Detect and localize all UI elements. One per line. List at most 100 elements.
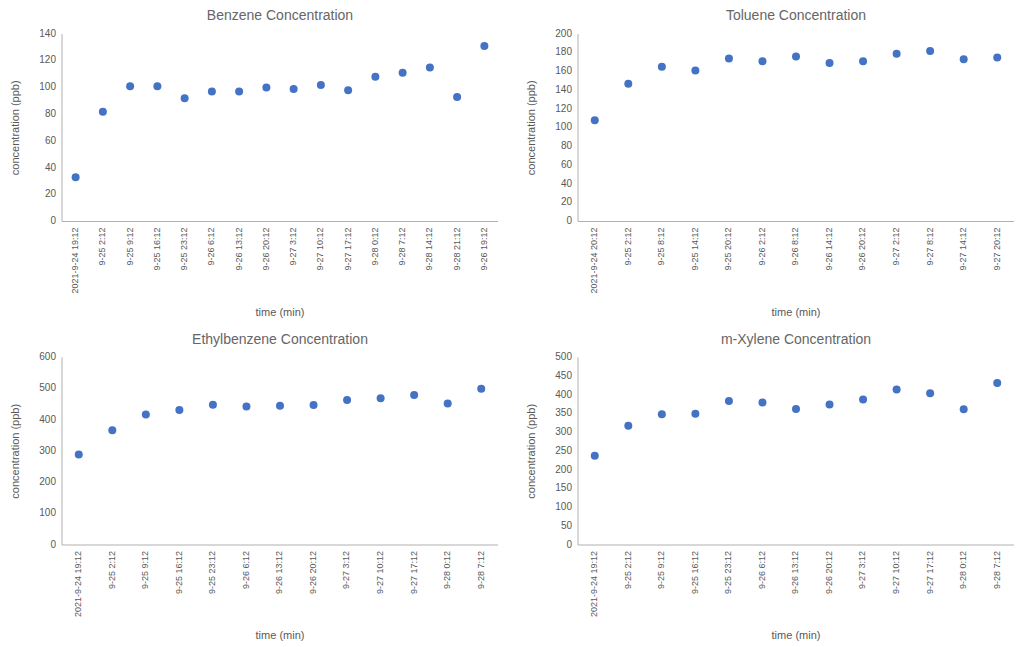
y-tick-label: 140 bbox=[555, 84, 572, 95]
data-point bbox=[276, 402, 284, 410]
y-tick-label: 50 bbox=[561, 520, 573, 531]
data-point bbox=[993, 53, 1001, 61]
y-tick-label: 80 bbox=[561, 140, 573, 151]
x-axis-line bbox=[578, 545, 1014, 546]
x-tick-label: 9-28 0:12 bbox=[370, 228, 380, 266]
x-tick-label: 9-25 23:12 bbox=[723, 551, 733, 594]
x-axis-line bbox=[62, 221, 498, 222]
chart-title: m-Xylene Concentration bbox=[721, 331, 871, 347]
x-axis-label: time (min) bbox=[256, 306, 305, 318]
points bbox=[591, 379, 1001, 460]
x-tick-label: 9-27 17:12 bbox=[925, 551, 935, 594]
data-point bbox=[399, 69, 407, 77]
x-tick-label: 9-27 14:12 bbox=[958, 228, 968, 271]
data-point bbox=[310, 401, 318, 409]
x-tick-label: 9-26 2:12 bbox=[757, 228, 767, 266]
x-tick-label: 9-25 2:12 bbox=[623, 551, 633, 589]
x-tick-label: 9-26 6:12 bbox=[241, 551, 251, 589]
x-tick-label: 9-25 9:12 bbox=[140, 551, 150, 589]
y-tick-label: 160 bbox=[555, 65, 572, 76]
data-point bbox=[175, 406, 183, 414]
x-tick-label: 2021-9-24 19:12 bbox=[73, 551, 83, 617]
y-tick-label: 300 bbox=[39, 445, 56, 456]
y-tick-label: 20 bbox=[45, 188, 57, 199]
y-tick-label: 20 bbox=[561, 196, 573, 207]
data-point bbox=[208, 88, 216, 96]
x-tick-label: 9-26 20:12 bbox=[308, 551, 318, 594]
data-point bbox=[453, 93, 461, 101]
data-point bbox=[317, 81, 325, 89]
y-tick-label: 60 bbox=[45, 135, 57, 146]
y-tick-label: 450 bbox=[555, 370, 572, 381]
data-point bbox=[153, 82, 161, 90]
data-point bbox=[99, 108, 107, 116]
x-tick-label: 9-25 16:12 bbox=[174, 551, 184, 594]
y-tick-label: 140 bbox=[39, 28, 56, 39]
x-tick-label: 9-26 13:12 bbox=[274, 551, 284, 594]
data-point bbox=[181, 94, 189, 102]
data-point bbox=[725, 397, 733, 405]
x-axis-label: time (min) bbox=[256, 629, 305, 641]
x-tick-label: 9-25 2:12 bbox=[623, 228, 633, 266]
x-tick-label: 9-25 14:12 bbox=[690, 228, 700, 271]
data-point bbox=[209, 401, 217, 409]
x-tick-label: 9-27 3:12 bbox=[341, 551, 351, 589]
y-tick-label: 350 bbox=[555, 407, 572, 418]
data-point bbox=[893, 50, 901, 58]
data-point bbox=[444, 399, 452, 407]
data-point bbox=[426, 63, 434, 71]
y-tick-label: 40 bbox=[561, 178, 573, 189]
x-tick-label: 9-26 13:12 bbox=[234, 228, 244, 271]
x-tick-label: 9-27 8:12 bbox=[925, 228, 935, 266]
data-point bbox=[371, 73, 379, 81]
x-tick-label: 9-25 9:12 bbox=[656, 551, 666, 589]
chart-title: Benzene Concentration bbox=[207, 7, 353, 23]
x-tick-label: 9-28 7:12 bbox=[397, 228, 407, 266]
data-point bbox=[377, 394, 385, 402]
x-tick-label: 9-26 20:12 bbox=[857, 228, 867, 271]
y-tick-label: 500 bbox=[555, 351, 572, 362]
data-point bbox=[960, 55, 968, 63]
chart-title: Ethylbenzene Concentration bbox=[192, 331, 368, 347]
y-tick-label: 120 bbox=[39, 54, 56, 65]
y-axis-label: concentration (ppb) bbox=[525, 404, 537, 499]
chart-canvas: Benzene Concentration0204060801001201402… bbox=[0, 0, 1032, 647]
data-point bbox=[75, 450, 83, 458]
x-tick-label: 9-25 20:12 bbox=[723, 228, 733, 271]
y-axis-label: concentration (ppb) bbox=[525, 80, 537, 175]
data-point bbox=[624, 422, 632, 430]
data-point bbox=[658, 410, 666, 418]
data-point bbox=[993, 379, 1001, 387]
points bbox=[72, 42, 489, 181]
panel: Ethylbenzene Concentration01002003004005… bbox=[9, 331, 498, 642]
y-tick-label: 250 bbox=[555, 445, 572, 456]
data-point bbox=[960, 405, 968, 413]
y-tick-label: 100 bbox=[39, 507, 56, 518]
x-tick-label: 9-27 17:12 bbox=[409, 551, 419, 594]
data-point bbox=[926, 47, 934, 55]
y-tick-label: 120 bbox=[555, 103, 572, 114]
x-tick-label: 9-27 10:12 bbox=[891, 551, 901, 594]
y-tick-label: 200 bbox=[39, 476, 56, 487]
data-point bbox=[72, 173, 80, 181]
x-tick-label: 9-26 13:12 bbox=[790, 551, 800, 594]
x-tick-label: 9-27 2:12 bbox=[891, 228, 901, 266]
x-tick-label: 9-28 7:12 bbox=[992, 551, 1002, 589]
y-axis-line bbox=[578, 358, 579, 546]
x-tick-label: 9-27 3:12 bbox=[857, 551, 867, 589]
data-point bbox=[893, 385, 901, 393]
y-tick-label: 400 bbox=[555, 389, 572, 400]
data-point bbox=[290, 85, 298, 93]
y-axis-line bbox=[578, 34, 579, 222]
y-tick-label: 600 bbox=[39, 351, 56, 362]
y-axis-label: concentration (ppb) bbox=[9, 404, 21, 499]
x-tick-label: 9-26 20:12 bbox=[261, 228, 271, 271]
x-axis-line bbox=[578, 221, 1014, 222]
data-point bbox=[480, 42, 488, 50]
data-point bbox=[725, 54, 733, 62]
y-axis-label: concentration (ppb) bbox=[9, 80, 21, 175]
x-tick-label: 9-26 20:12 bbox=[824, 551, 834, 594]
y-tick-label: 300 bbox=[555, 426, 572, 437]
data-point bbox=[242, 403, 250, 411]
y-tick-label: 180 bbox=[555, 46, 572, 57]
